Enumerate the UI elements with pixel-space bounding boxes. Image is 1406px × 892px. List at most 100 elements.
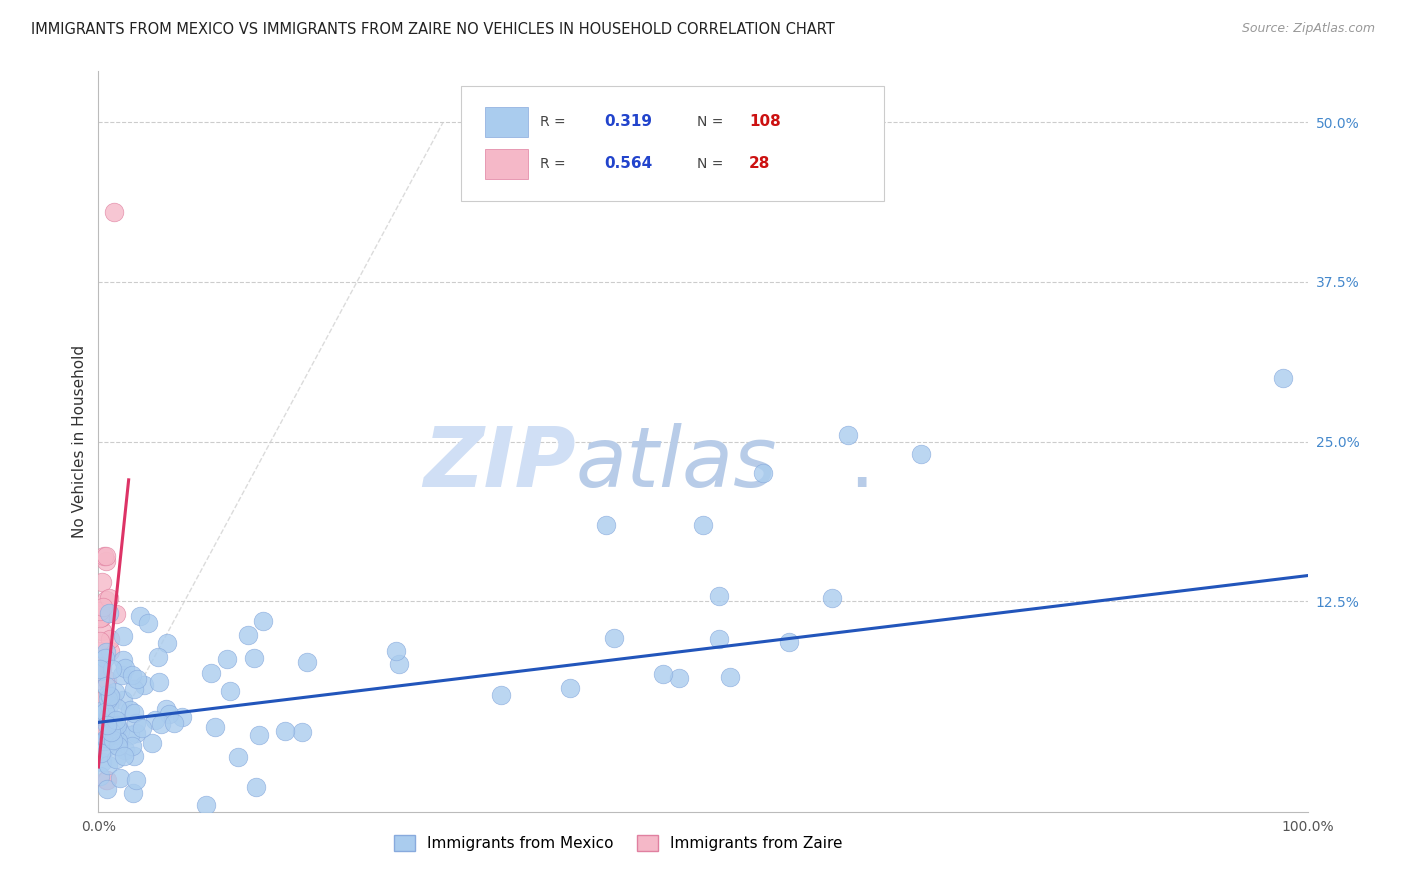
Point — [218, 684, 240, 698]
Point — [821, 591, 844, 605]
Point — [97, 606, 120, 620]
Point — [134, 678, 156, 692]
Point — [94, 645, 117, 659]
Text: R =: R = — [540, 157, 574, 171]
Point — [101, 733, 124, 747]
Text: IMMIGRANTS FROM MEXICO VS IMMIGRANTS FROM ZAIRE NO VEHICLES IN HOUSEHOLD CORRELA: IMMIGRANTS FROM MEXICO VS IMMIGRANTS FRO… — [31, 22, 835, 37]
Point — [595, 517, 617, 532]
Point — [108, 724, 131, 739]
Point — [91, 600, 114, 615]
Point — [97, 709, 120, 723]
Point — [204, 720, 226, 734]
Point — [96, 781, 118, 796]
Point — [97, 698, 120, 713]
Point — [114, 743, 136, 757]
Point — [163, 715, 186, 730]
Point — [603, 631, 626, 645]
Point — [155, 702, 177, 716]
Point — [1272, 370, 1295, 384]
Point — [129, 609, 152, 624]
Point — [200, 666, 222, 681]
Point — [112, 629, 135, 643]
Point — [243, 651, 266, 665]
Point — [89, 659, 111, 673]
Point — [217, 652, 239, 666]
Point — [105, 717, 128, 731]
Point — [107, 734, 129, 748]
Point — [122, 681, 145, 696]
Point — [101, 717, 124, 731]
Point — [104, 752, 127, 766]
FancyBboxPatch shape — [485, 149, 527, 178]
Text: 108: 108 — [749, 114, 780, 129]
Point — [90, 704, 112, 718]
Point — [668, 672, 690, 686]
Point — [114, 661, 136, 675]
Point — [104, 607, 127, 621]
Point — [97, 591, 120, 606]
Point — [89, 706, 111, 721]
Point — [89, 604, 111, 618]
Text: ZIP: ZIP — [423, 423, 576, 504]
Point — [143, 713, 166, 727]
Legend: Immigrants from Mexico, Immigrants from Zaire: Immigrants from Mexico, Immigrants from … — [388, 830, 849, 857]
Point — [90, 694, 112, 708]
Text: 28: 28 — [749, 156, 770, 171]
Point — [837, 428, 859, 442]
Point — [100, 724, 122, 739]
Point — [124, 773, 146, 788]
Point — [97, 758, 120, 772]
Point — [111, 668, 134, 682]
Point — [91, 661, 114, 675]
Point — [752, 467, 775, 481]
Point — [91, 756, 114, 770]
Point — [295, 656, 318, 670]
Y-axis label: No Vehicles in Household: No Vehicles in Household — [72, 345, 87, 538]
Point — [105, 723, 128, 737]
Point — [131, 721, 153, 735]
Point — [111, 692, 134, 706]
Point — [90, 746, 112, 760]
Point — [157, 707, 180, 722]
Point — [560, 681, 582, 695]
Point — [89, 610, 111, 624]
Point — [124, 725, 146, 739]
Point — [718, 670, 741, 684]
Point — [89, 673, 111, 687]
Text: 0.319: 0.319 — [603, 114, 652, 129]
Point — [778, 635, 800, 649]
Point — [156, 636, 179, 650]
Text: N =: N = — [697, 115, 723, 128]
Point — [274, 724, 297, 739]
FancyBboxPatch shape — [485, 107, 527, 136]
Point — [110, 772, 132, 786]
Point — [94, 731, 117, 745]
Point — [89, 665, 111, 679]
Point — [651, 666, 673, 681]
Point — [121, 668, 143, 682]
Point — [104, 684, 127, 698]
Point — [136, 616, 159, 631]
Point — [96, 717, 118, 731]
Point — [93, 710, 115, 724]
Point — [97, 692, 120, 706]
Point — [105, 713, 128, 727]
Point — [93, 733, 115, 747]
Point — [226, 750, 249, 764]
Point — [122, 706, 145, 720]
Point — [707, 632, 730, 647]
Point — [385, 644, 408, 658]
Point — [98, 632, 121, 647]
Point — [89, 768, 111, 782]
Point — [94, 549, 117, 564]
Text: N =: N = — [697, 157, 723, 171]
Point — [89, 644, 111, 658]
Point — [89, 662, 111, 676]
Text: .: . — [848, 423, 875, 504]
Point — [122, 749, 145, 764]
Point — [105, 701, 128, 715]
Point — [103, 727, 125, 741]
Point — [489, 688, 512, 702]
Point — [120, 727, 142, 741]
Text: R =: R = — [540, 115, 574, 128]
